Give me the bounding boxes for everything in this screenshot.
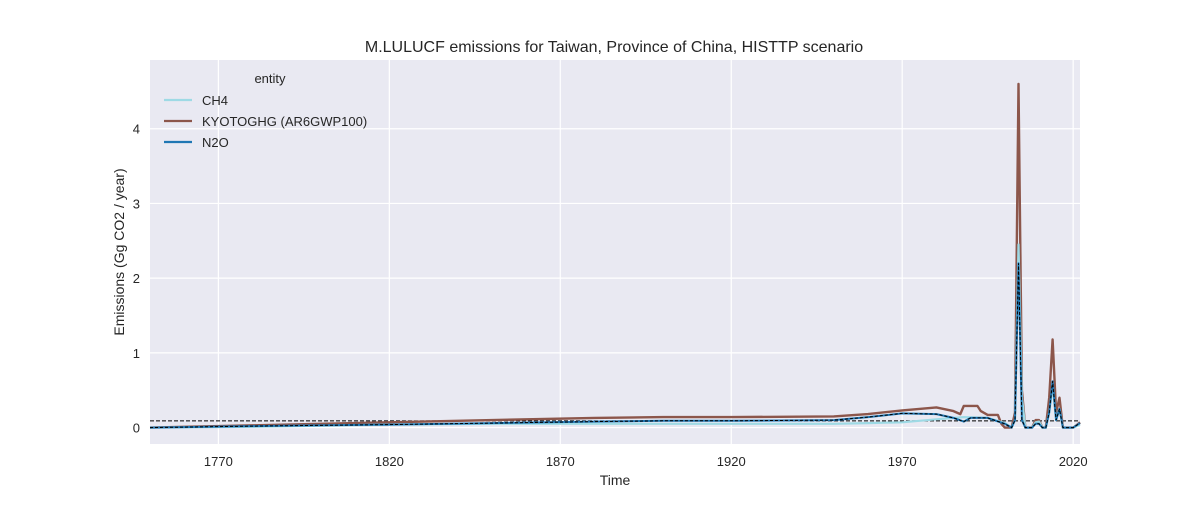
x-tick-label: 1820 — [375, 454, 404, 469]
chart-title: M.LULUCF emissions for Taiwan, Province … — [365, 39, 863, 56]
series-line-n2o-dashed-overlay — [149, 263, 1081, 429]
y-tick-label: 3 — [133, 196, 140, 211]
legend-title: entity — [254, 71, 286, 86]
legend: entity CH4 KYOTOGHG (AR6GWP100) N2O — [164, 71, 367, 150]
plot-background — [150, 60, 1080, 444]
y-tick-label: 4 — [133, 122, 140, 137]
legend-label: KYOTOGHG (AR6GWP100) — [202, 114, 367, 129]
legend-label: CH4 — [202, 93, 228, 108]
x-tick-label: 2020 — [1059, 454, 1088, 469]
x-tick-label: 1970 — [888, 454, 917, 469]
y-tick-label: 1 — [133, 346, 140, 361]
tick-labels: 1770 1820 1870 1920 1970 2020 0 1 2 3 4 — [133, 122, 1088, 469]
y-tick-label: 0 — [133, 421, 140, 436]
y-tick-label: 2 — [133, 271, 140, 286]
y-axis-label: Emissions (Gg CO2 / year) — [111, 168, 127, 335]
legend-label: N2O — [202, 135, 229, 150]
grid — [150, 60, 1080, 444]
x-tick-label: 1920 — [717, 454, 746, 469]
series-layer — [149, 82, 1081, 429]
x-tick-label: 1770 — [204, 454, 233, 469]
x-axis-label: Time — [600, 472, 631, 488]
x-tick-label: 1870 — [546, 454, 575, 469]
